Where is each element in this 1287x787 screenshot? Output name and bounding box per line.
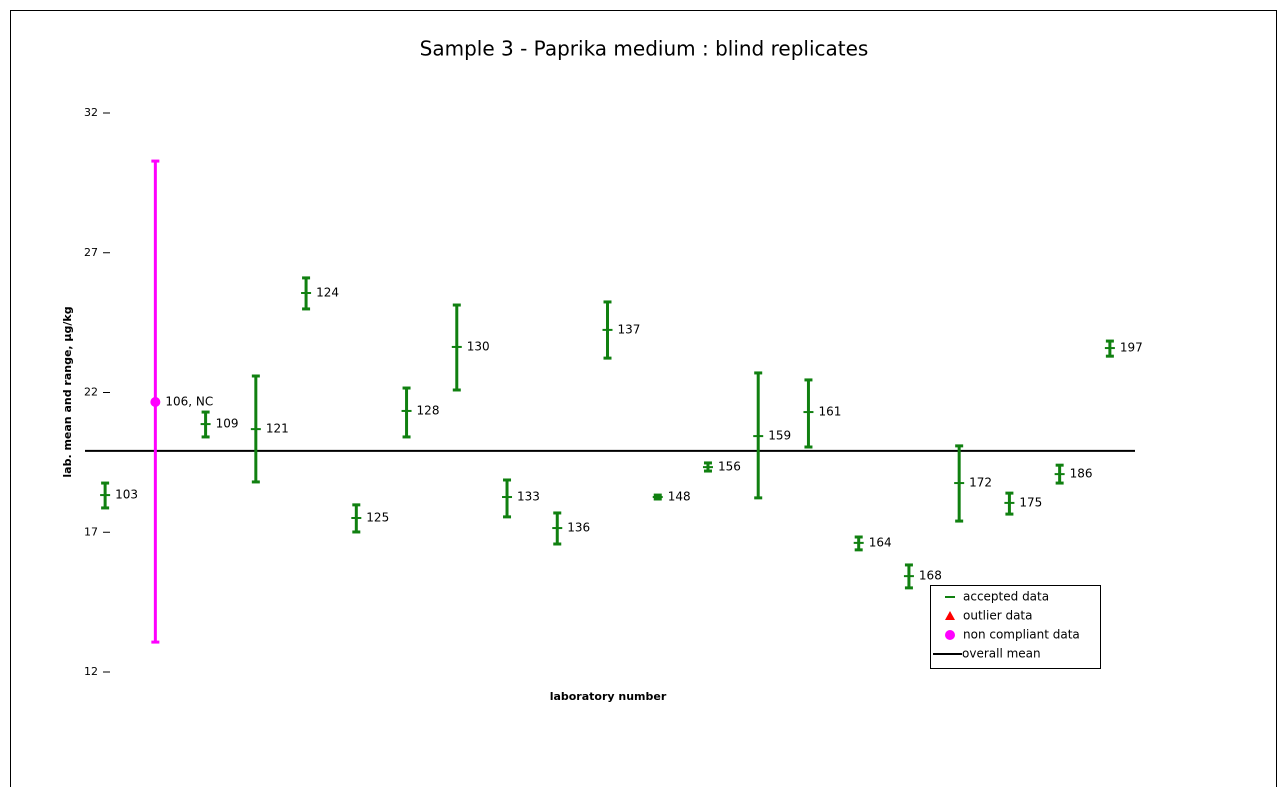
point-label: 106, NC <box>165 395 213 409</box>
point-label: 136 <box>567 521 590 535</box>
marker <box>945 630 955 640</box>
point-label: 130 <box>467 339 490 353</box>
y-tick-label: 22 <box>84 386 98 399</box>
point-label: 125 <box>366 510 389 524</box>
point-label: 148 <box>668 490 691 504</box>
point-label: 164 <box>869 535 892 549</box>
y-axis-label: lab. mean and range, µg/kg <box>61 306 74 477</box>
chart-title: Sample 3 - Paprika medium : blind replic… <box>420 37 869 61</box>
point-label: 103 <box>115 488 138 502</box>
point-label: 186 <box>1070 467 1093 481</box>
point-label: 133 <box>517 490 540 504</box>
point-label: 197 <box>1120 341 1143 355</box>
point-label: 168 <box>919 569 942 583</box>
point-label: 137 <box>618 322 641 336</box>
marker <box>150 397 161 408</box>
marker <box>945 611 955 620</box>
point-label: 124 <box>316 285 339 299</box>
y-tick-label: 32 <box>84 106 98 119</box>
legend-label: overall mean <box>962 647 1041 661</box>
point-label: 128 <box>417 403 440 417</box>
point-label: 121 <box>266 422 289 436</box>
point-label: 156 <box>718 460 741 474</box>
point-label: 159 <box>768 429 791 443</box>
y-tick-label: 17 <box>84 525 98 538</box>
point-label: 175 <box>1019 495 1042 509</box>
point-label: 172 <box>969 476 992 490</box>
x-axis-label: laboratory number <box>550 690 667 703</box>
point-label: 109 <box>216 417 239 431</box>
legend-label: accepted data <box>963 590 1049 604</box>
y-tick-label: 12 <box>84 665 98 678</box>
legend-label: non compliant data <box>963 628 1080 642</box>
legend-label: outlier data <box>963 609 1032 623</box>
y-tick-label: 27 <box>84 246 98 259</box>
point-label: 161 <box>818 405 841 419</box>
